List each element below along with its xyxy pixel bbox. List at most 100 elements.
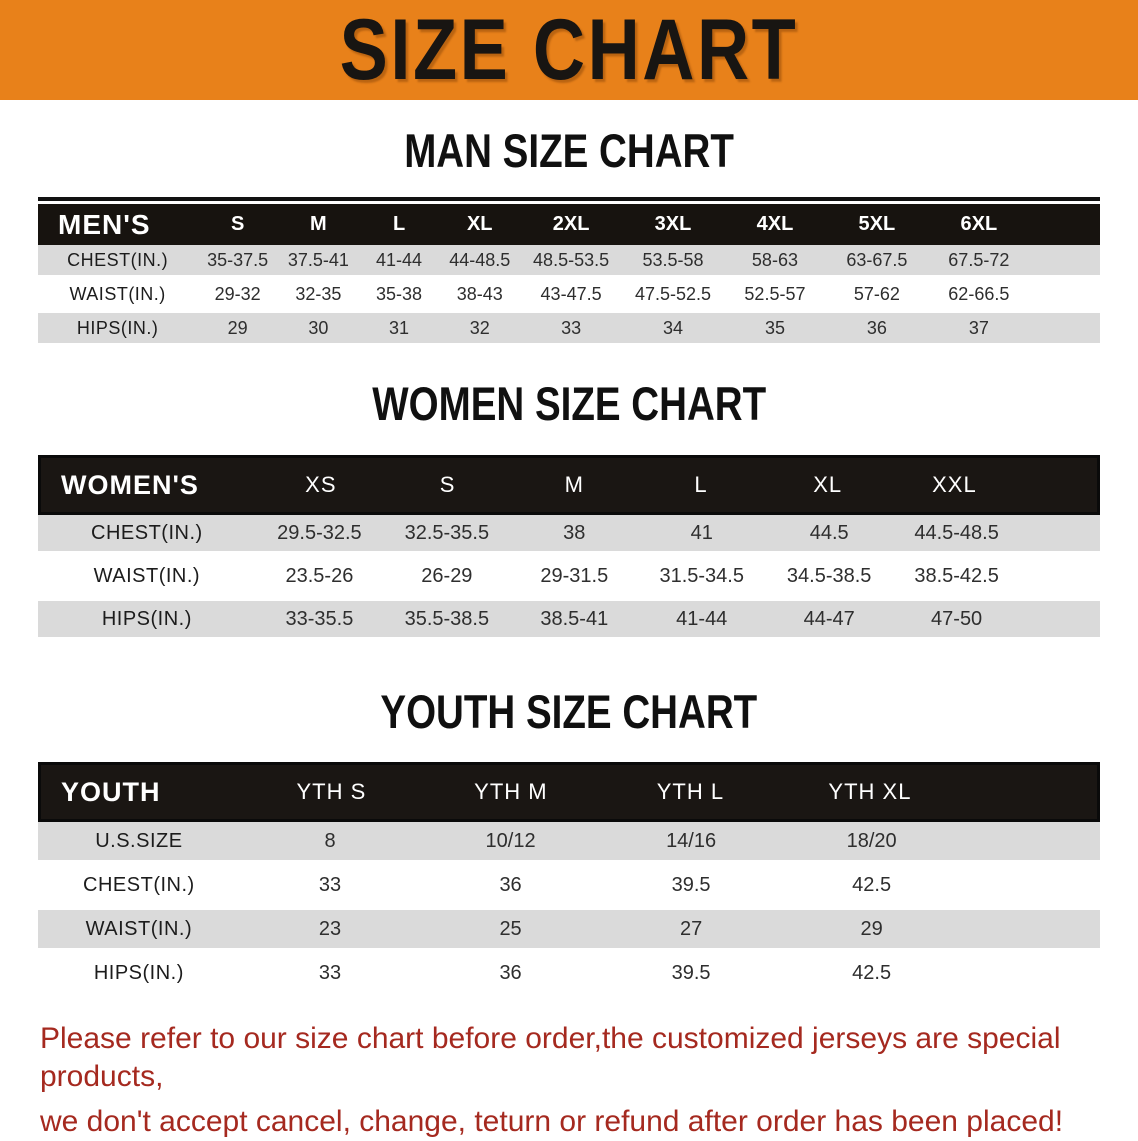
order-notice: Please refer to our size chart before or… [40, 1020, 1108, 1141]
youth-section-heading-text: YOUTH SIZE CHART [380, 685, 758, 738]
size-value-cell: 29.5-32.5 [277, 521, 362, 544]
row-label: WAIST(IN.) [69, 283, 166, 304]
size-value-cell: 14/16 [666, 829, 717, 852]
table-row: WAIST(IN.) 29-32 32-35 35-38 38-43 43-47.5 47.… [38, 279, 1100, 309]
size-value-cell: 41-44 [376, 249, 423, 270]
page-title: SIZE CHART [339, 2, 799, 98]
size-value-cell: 52.5-57 [744, 283, 806, 304]
size-value-cell: 39.5 [671, 961, 711, 984]
size-value-cell: 47.5-52.5 [634, 283, 712, 304]
table-row: HIPS(IN.) 33-35.5 35.5-38.5 38.5-41 41-44 44-… [38, 601, 1100, 637]
size-column-header: XS [305, 472, 337, 497]
size-column-header: XXL [932, 472, 977, 497]
size-column-header: YTH S [296, 779, 367, 804]
size-value-cell: 35.5-38.5 [404, 607, 490, 630]
size-value-cell: 8 [324, 829, 336, 852]
row-label: WAIST(IN.) [85, 917, 193, 940]
table-row: WAIST(IN.) 23.5-26 26-29 29-31.5 31.5-34.5 34… [38, 558, 1100, 594]
table-top-rule [38, 197, 1100, 201]
size-value-cell: 44.5-48.5 [914, 521, 999, 544]
table-row: CHEST(IN.) 35-37.5 37.5-41 41-44 44-48.5 48.5… [38, 245, 1100, 275]
size-value-cell: 41-44 [676, 607, 728, 630]
table-row: HIPS(IN.) 29 30 31 32 33 34 35 36 37 [38, 313, 1100, 343]
table-row: CHEST(IN.) 33 36 39.5 42.5 [38, 866, 1100, 904]
table-row: HIPS(IN.) 33 36 39.5 42.5 [38, 954, 1100, 992]
men-section: MAN SIZE CHART MEN'S S M L XL 2XL 3XL 4XL 5XL 6XL… [0, 126, 1138, 343]
youth-size-table: YOUTH YTH S YTH M YTH L YTH XL U.S.SIZE 8 10/12… [38, 762, 1100, 992]
size-table-header: MEN'S S M L XL 2XL 3XL 4XL 5XL 6XL [38, 204, 1100, 245]
size-value-cell: 57-62 [853, 283, 900, 304]
size-table-body: U.S.SIZE 8 10/12 14/16 18/20 CHEST(IN.) 33 36 39… [38, 822, 1100, 992]
size-column-header: 4XL [756, 213, 794, 235]
size-column-header: YTH M [474, 779, 548, 804]
size-value-cell: 32 [469, 317, 490, 338]
men-section-heading: MAN SIZE CHART [0, 126, 1138, 176]
size-value-cell: 29 [860, 917, 883, 940]
size-value-cell: 29 [227, 317, 248, 338]
row-label: U.S.SIZE [95, 829, 183, 852]
size-table-header: WOMEN'S XS S M L XL XXL [38, 455, 1100, 515]
size-value-cell: 32-35 [295, 283, 342, 304]
size-value-cell: 25 [499, 917, 522, 940]
row-label: CHEST(IN.) [91, 521, 203, 544]
men-size-table: MEN'S S M L XL 2XL 3XL 4XL 5XL 6XL CHEST(IN.) 35-37… [38, 197, 1100, 343]
size-value-cell: 47-50 [931, 607, 983, 630]
size-value-cell: 41 [690, 521, 713, 544]
size-value-cell: 10/12 [485, 829, 536, 852]
size-value-cell: 58-63 [751, 249, 798, 270]
size-value-cell: 30 [308, 317, 329, 338]
size-column-header: L [392, 213, 406, 235]
women-size-table: WOMEN'S XS S M L XL XXL CHEST(IN.) 29.5-32.5 32.5… [38, 455, 1100, 637]
size-table-header: YOUTH YTH S YTH M YTH L YTH XL [38, 762, 1100, 822]
size-value-cell: 31.5-34.5 [659, 564, 744, 587]
notice-line-2: we don't accept cancel, change, teturn o… [40, 1105, 1064, 1138]
size-value-cell: 44.5 [809, 521, 849, 544]
size-value-cell: 36 [499, 961, 522, 984]
row-label: HIPS(IN.) [76, 317, 159, 338]
size-value-cell: 43-47.5 [540, 283, 602, 304]
size-value-cell: 35-37.5 [207, 249, 269, 270]
youth-section-heading: YOUTH SIZE CHART [0, 687, 1138, 737]
size-value-cell: 38 [563, 521, 586, 544]
size-value-cell: 67.5-72 [948, 249, 1010, 270]
size-value-cell: 33 [318, 961, 342, 984]
size-value-cell: 31 [389, 317, 410, 338]
banner: SIZE CHART [0, 0, 1138, 100]
table-row: WAIST(IN.) 23 25 27 29 [38, 910, 1100, 948]
size-charts: MAN SIZE CHART MEN'S S M L XL 2XL 3XL 4XL 5XL 6XL… [0, 126, 1138, 992]
size-value-cell: 44-47 [803, 607, 855, 630]
size-value-cell: 32.5-35.5 [404, 521, 490, 544]
size-value-cell: 33 [318, 873, 342, 896]
size-column-header: 3XL [654, 213, 692, 235]
women-section-heading-text: WOMEN SIZE CHART [372, 377, 766, 430]
table-row: CHEST(IN.) 29.5-32.5 32.5-35.5 38 41 44.5 44.5… [38, 515, 1100, 551]
row-label: HIPS(IN.) [93, 961, 184, 984]
size-value-cell: 34.5-38.5 [786, 564, 872, 587]
size-value-cell: 42.5 [852, 873, 892, 896]
size-value-cell: 44-48.5 [449, 249, 511, 270]
size-column-header: YTH L [656, 779, 725, 804]
size-column-header: S [439, 472, 456, 497]
size-value-cell: 63-67.5 [846, 249, 908, 270]
size-column-header: YTH XL [828, 779, 912, 804]
size-table-body: CHEST(IN.) 29.5-32.5 32.5-35.5 38 41 44.5 44.5… [38, 515, 1100, 637]
size-value-cell: 35 [764, 317, 785, 338]
size-value-cell: 26-29 [421, 564, 473, 587]
notice-line-1: Please refer to our size chart before or… [40, 1022, 1061, 1093]
size-value-cell: 37 [968, 317, 989, 338]
size-table-body: CHEST(IN.) 35-37.5 37.5-41 41-44 44-48.5 48.5… [38, 245, 1100, 343]
table-row: U.S.SIZE 8 10/12 14/16 18/20 [38, 822, 1100, 860]
women-section-heading: WOMEN SIZE CHART [0, 379, 1138, 429]
size-value-cell: 23.5-26 [285, 564, 354, 587]
size-value-cell: 29-32 [214, 283, 261, 304]
size-value-cell: 42.5 [852, 961, 892, 984]
size-value-cell: 33-35.5 [285, 607, 354, 630]
size-column-header: L [694, 472, 708, 497]
size-value-cell: 33 [561, 317, 582, 338]
size-value-cell: 38-43 [456, 283, 503, 304]
size-value-cell: 37.5-41 [287, 249, 349, 270]
size-column-header: S [230, 213, 245, 235]
size-value-cell: 29-31.5 [540, 564, 609, 587]
size-value-cell: 53.5-58 [642, 249, 704, 270]
size-value-cell: 34 [663, 317, 684, 338]
